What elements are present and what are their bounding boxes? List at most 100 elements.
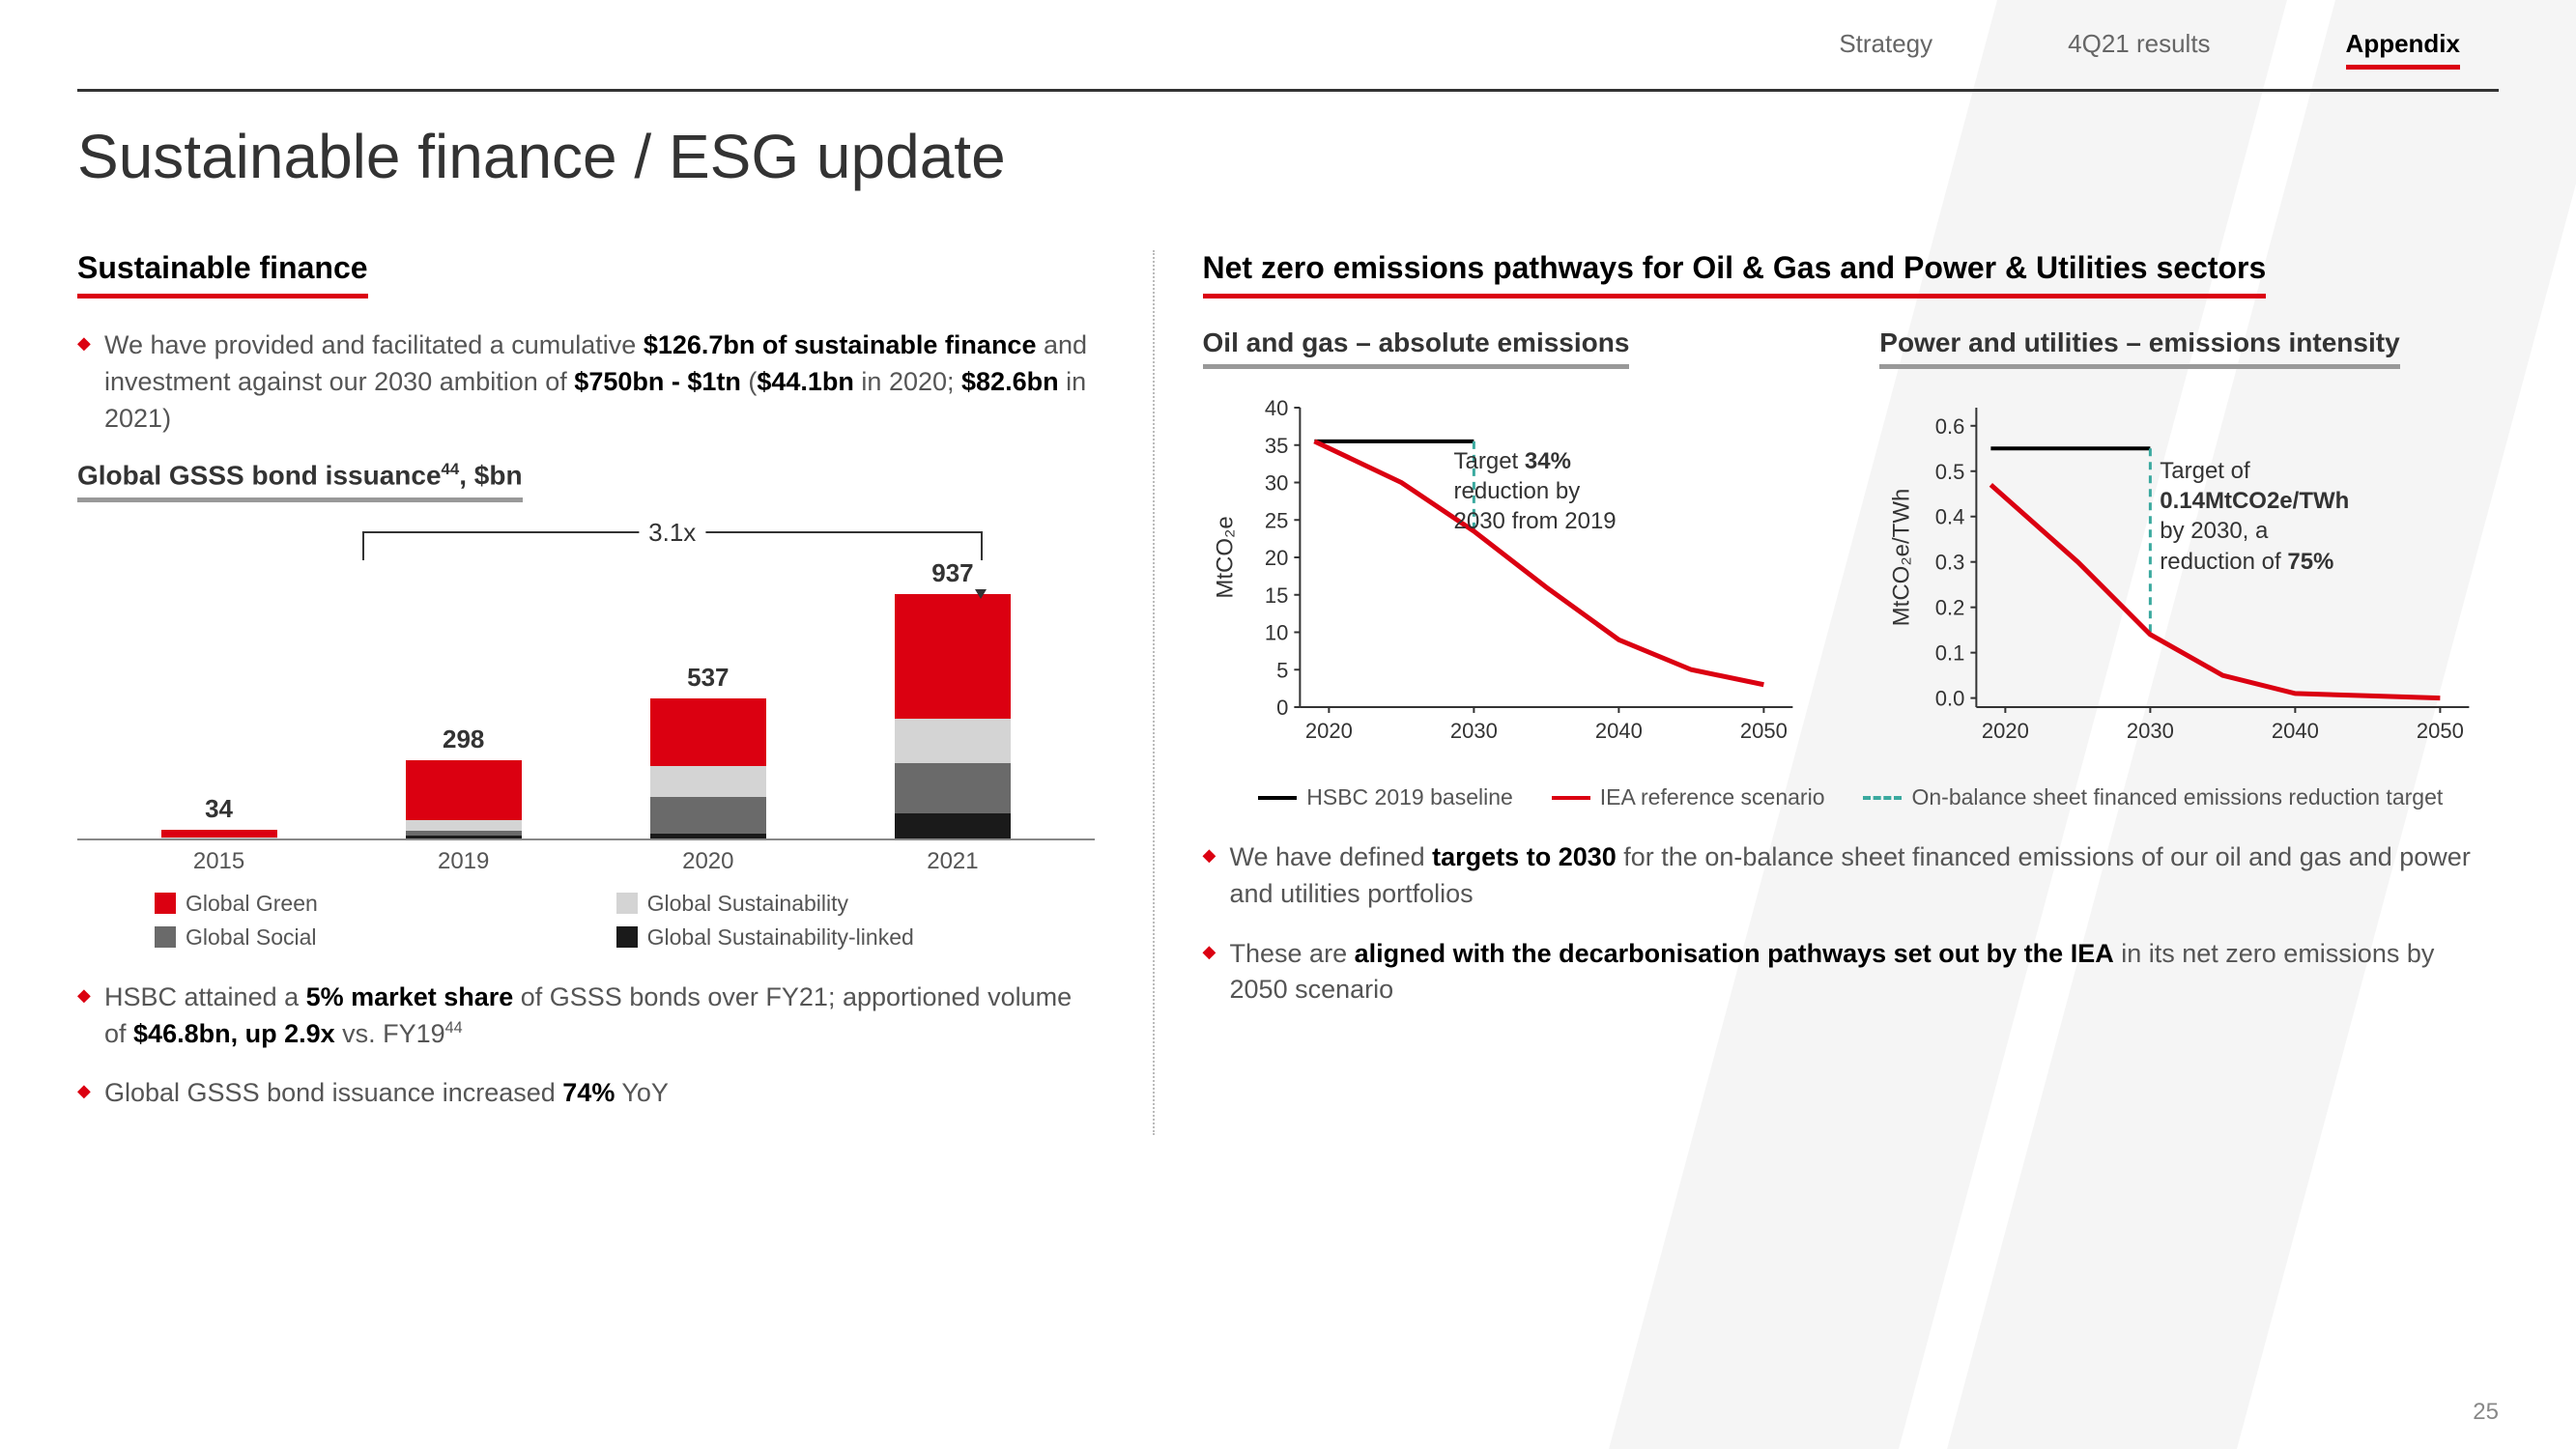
svg-text:0: 0 (1276, 696, 1288, 720)
chart1-svg: 05101520253035402020203020402050MtCO₂e (1203, 388, 1822, 755)
tab-results[interactable]: 4Q21 results (2068, 29, 2210, 70)
bar-segment (650, 797, 766, 834)
bar-group: 937 (880, 558, 1025, 838)
line-legend-item: IEA reference scenario (1552, 784, 1825, 810)
svg-text:25: 25 (1264, 508, 1287, 532)
legend-label: Global Sustainability (647, 891, 848, 917)
svg-text:MtCO₂e: MtCO₂e (1212, 516, 1238, 598)
line-legend-label: HSBC 2019 baseline (1306, 784, 1513, 810)
bar-total-label: 537 (687, 663, 729, 693)
legend-item: Global Green (155, 891, 578, 917)
svg-text:20: 20 (1264, 546, 1287, 570)
line-legend-swatch (1552, 796, 1590, 800)
chart2-annotation: Target of0.14MtCO2e/TWhby 2030, areducti… (2160, 456, 2349, 577)
bar-total-label: 298 (443, 724, 484, 754)
svg-text:0.1: 0.1 (1935, 641, 1965, 666)
left-column: Sustainable finance We have provided and… (77, 250, 1095, 1135)
xaxis-label: 2015 (147, 848, 292, 875)
svg-text:0.0: 0.0 (1935, 687, 1965, 711)
top-nav: Strategy 4Q21 results Appendix (77, 29, 2499, 70)
svg-text:5: 5 (1276, 658, 1288, 682)
xaxis-label: 2021 (880, 848, 1025, 875)
chart2-title: Power and utilities – emissions intensit… (1879, 327, 2399, 369)
legend-label: Global Sustainability-linked (647, 924, 914, 951)
bar-segment (895, 813, 1011, 838)
legend-item: Global Sustainability-linked (616, 924, 1040, 951)
line-legend-swatch (1863, 796, 1902, 800)
page-title: Sustainable finance / ESG update (77, 121, 2499, 192)
line-legend-item: HSBC 2019 baseline (1258, 784, 1513, 810)
svg-text:2020: 2020 (1304, 719, 1352, 743)
barchart-xaxis: 2015 2019 2020 2021 (77, 840, 1095, 875)
right-bullets: We have defined targets to 2030 for the … (1203, 839, 2499, 1009)
bar-segment (895, 594, 1011, 720)
bar-segment (650, 834, 766, 838)
legend-label: Global Green (186, 891, 318, 917)
svg-text:10: 10 (1264, 621, 1287, 645)
bar-segment (406, 820, 522, 830)
top-rule (77, 89, 2499, 92)
growth-multiple-label: 3.1x (639, 518, 705, 548)
page-number: 25 (2473, 1399, 2499, 1426)
svg-text:2050: 2050 (2417, 719, 2464, 743)
bar-group: 537 (636, 663, 781, 838)
bullet-item: These are aligned with the decarbonisati… (1203, 936, 2499, 1009)
line-legend-label: On-balance sheet financed emissions redu… (1911, 784, 2443, 810)
chart1-annotation: Target 34%reduction by2030 from 2019 (1454, 446, 1617, 537)
bar-segment (161, 830, 277, 838)
bar-stack (895, 594, 1011, 838)
tab-strategy[interactable]: Strategy (1839, 29, 1932, 70)
barchart-legend: Global Green Global Sustainability Global … (155, 891, 1095, 951)
bar-segment (895, 763, 1011, 812)
right-column: Net zero emissions pathways for Oil & Ga… (1153, 250, 2499, 1135)
svg-text:30: 30 (1264, 471, 1287, 496)
legend-item: Global Social (155, 924, 578, 951)
svg-text:0.4: 0.4 (1935, 505, 1965, 529)
bar-segment (650, 766, 766, 797)
bullet-item: HSBC attained a 5% market share of GSSS … (77, 980, 1095, 1053)
bar-stack (406, 760, 522, 838)
bar-segment (406, 836, 522, 838)
bar-group: 298 (391, 724, 536, 838)
svg-text:2030: 2030 (1449, 719, 1497, 743)
chart-oil-gas: Oil and gas – absolute emissions 0510152… (1203, 327, 1822, 755)
svg-text:2040: 2040 (2272, 719, 2319, 743)
line-chart-legend: HSBC 2019 baseline IEA reference scenario… (1203, 784, 2499, 810)
bullet-item: We have defined targets to 2030 for the … (1203, 839, 2499, 913)
svg-text:2030: 2030 (2127, 719, 2174, 743)
svg-text:2020: 2020 (1982, 719, 2029, 743)
legend-item: Global Sustainability (616, 891, 1040, 917)
growth-arrow: 3.1x (362, 531, 983, 560)
chart-power-utilities: Power and utilities – emissions intensit… (1879, 327, 2499, 755)
chart-title-gsss: Global GSSS bond issuance44, $bn (77, 460, 523, 501)
svg-text:0.3: 0.3 (1935, 551, 1965, 575)
bullet-item: We have provided and facilitated a cumul… (77, 327, 1095, 437)
barchart-gsss: 3.1x 34 298 537 937 2015 2019 2020 2021 Global… (77, 531, 1095, 951)
chart1-title: Oil and gas – absolute emissions (1203, 327, 1630, 369)
bar-total-label: 937 (931, 558, 973, 588)
tab-appendix[interactable]: Appendix (2346, 29, 2460, 70)
legend-label: Global Social (186, 924, 317, 951)
svg-text:2040: 2040 (1594, 719, 1642, 743)
bullets-bottom: HSBC attained a 5% market share of GSSS … (77, 980, 1095, 1112)
legend-swatch (616, 893, 638, 914)
bullets-top: We have provided and facilitated a cumul… (77, 327, 1095, 437)
bar-segment (895, 719, 1011, 763)
bar-group: 34 (147, 794, 292, 838)
svg-text:40: 40 (1264, 396, 1287, 420)
legend-swatch (155, 926, 176, 948)
bullet-item: Global GSSS bond issuance increased 74% … (77, 1075, 1095, 1112)
bar-total-label: 34 (205, 794, 233, 824)
svg-text:0.2: 0.2 (1935, 596, 1965, 620)
svg-text:0.6: 0.6 (1935, 414, 1965, 439)
bar-stack (161, 830, 277, 838)
bar-segment (406, 760, 522, 820)
bar-segment (650, 698, 766, 766)
svg-text:MtCO₂e/TWh: MtCO₂e/TWh (1889, 489, 1915, 627)
section-header-sustainable-finance: Sustainable finance (77, 250, 368, 298)
svg-text:2050: 2050 (1739, 719, 1787, 743)
xaxis-label: 2019 (391, 848, 536, 875)
xaxis-label: 2020 (636, 848, 781, 875)
line-legend-item: On-balance sheet financed emissions redu… (1863, 784, 2443, 810)
svg-text:0.5: 0.5 (1935, 460, 1965, 484)
